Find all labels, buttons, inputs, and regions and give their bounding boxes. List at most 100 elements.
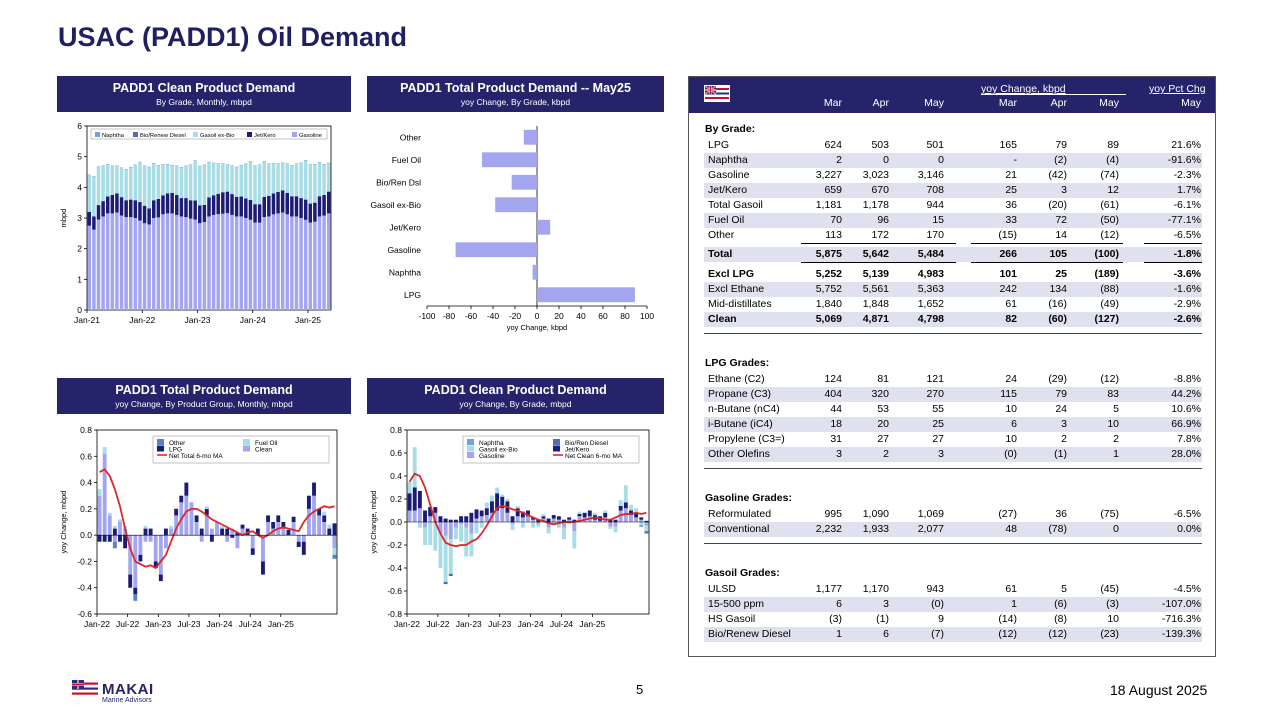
bar [296,535,301,542]
bar [225,535,230,542]
bar [97,535,102,542]
table-cell: 70 [830,214,842,226]
bar [303,160,308,200]
bar [188,218,193,310]
table-cell: -6.5% [1173,508,1201,520]
legend-swatch [243,445,250,452]
legend-swatch [467,445,474,452]
bar [202,204,207,222]
table-cell: (12) [1100,229,1119,241]
bar [322,164,326,195]
table-cell: 10.6% [1171,403,1201,415]
bar [115,165,119,194]
bar [102,535,107,542]
table-cell: (2) [1054,154,1067,166]
table-cell: 79 [1055,388,1067,400]
table-cell: 89 [1107,139,1119,151]
table-cell: (23) [1100,628,1119,640]
chart-subtitle: By Grade, Monthly, mbpd [156,97,252,107]
table-cell: 121 [926,373,944,385]
bar [220,528,225,536]
table-cell: 944 [926,199,944,211]
table-row: Conventional 2,232 1,933 2,077 48 (78) 0 0.0% [704,522,1202,537]
table-cell: (61) [1100,199,1119,211]
row-label: n-Butane (nC4) [708,403,780,415]
bar [299,162,303,199]
x-tick-label: Jul-22 [116,619,139,629]
bar [184,165,188,199]
table-cell: 5 [1061,583,1067,595]
bar [87,175,92,212]
bar [211,214,216,310]
bar [301,541,306,555]
x-tick-label: 20 [554,311,564,321]
table-cell: 82 [1005,313,1017,325]
bar [225,164,230,192]
table-row: ULSD 1,177 1,170 943 61 5 (45) -4.5% [704,582,1202,597]
bar [520,511,525,518]
section-title: By Grade: [705,123,756,135]
table-cell: 4,871 [862,313,889,325]
x-tick-label: 0 [535,311,540,321]
bar [433,522,438,551]
bar [286,529,291,536]
x-tick-label: Jan-25 [295,315,321,325]
bar [572,519,577,522]
bar [562,527,566,540]
table-cell: 1,848 [862,298,889,310]
bar [211,195,216,215]
bar [536,522,541,525]
bar [332,548,337,555]
row-label: Excl LPG [708,268,755,280]
bar [156,165,161,199]
bar [119,197,124,216]
bar [531,522,536,528]
bar [220,525,225,529]
legend-swatch [243,439,250,445]
table-cell: (127) [1094,313,1119,325]
legend-swatch [467,439,474,445]
x-tick-label: Jan-22 [394,619,420,629]
table-row: Other 113 172 170 (15) 14 (12) -6.5% [704,228,1202,243]
table-row: Propane (C3) 404 320 270 115 79 83 44.2% [704,387,1202,402]
bar [163,528,168,536]
x-tick-label: Jan-23 [145,619,171,629]
bar [102,453,107,536]
bar [244,198,248,218]
column-header: Apr [872,97,889,109]
table-cell: 1,933 [862,523,889,535]
bar [495,510,500,522]
bar [644,522,649,526]
group-header: yoy Change, kbpd [981,83,1066,95]
bar [541,516,546,519]
table-cell: (88) [1100,283,1119,295]
bar [303,199,308,220]
bar [567,517,572,520]
chart-title: PADD1 Clean Product Demand [112,81,296,95]
bar [147,167,151,209]
bar [142,205,147,224]
bar [317,508,322,516]
table-cell: (14) [998,613,1017,625]
table-cell: 5,069 [815,313,842,325]
table-cell: 72 [1055,214,1067,226]
y-tick-label: 5 [77,152,82,162]
bar [128,167,133,200]
bar [511,174,537,190]
legend-label: Gasoline [479,453,505,460]
bar [209,535,214,542]
legend-label: Clean [255,447,272,454]
y-tick-label: 0.6 [80,451,92,461]
legend-label: LPG [169,447,182,454]
bar [453,522,458,528]
y-tick-label: 0.4 [80,478,92,488]
bar [296,541,301,547]
bar [105,196,110,214]
bar [469,533,474,557]
bar [107,535,112,542]
bar [308,222,313,310]
bar [198,205,202,224]
bar [128,199,133,218]
bar [484,508,489,516]
x-tick-label: Jul-23 [177,619,200,629]
